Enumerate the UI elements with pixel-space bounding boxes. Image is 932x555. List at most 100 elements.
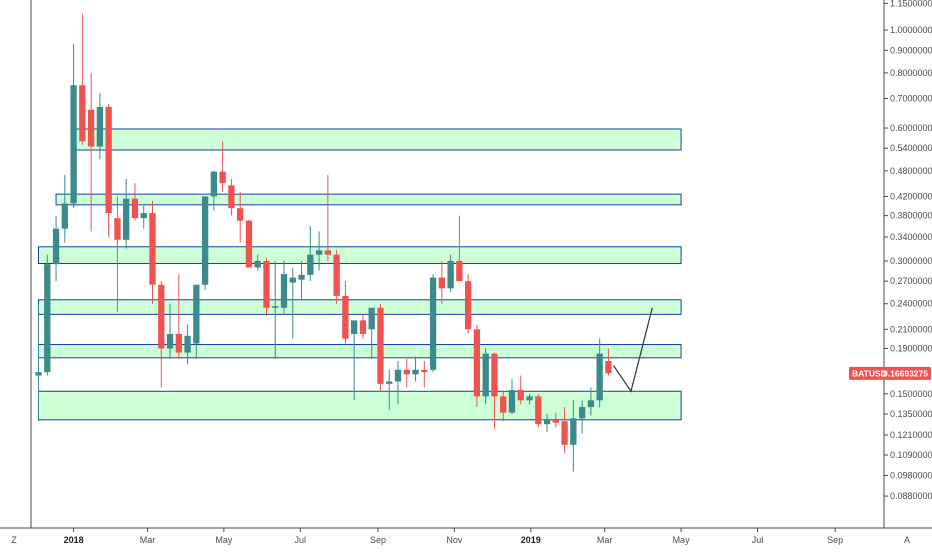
candle[interactable] (35, 303, 42, 422)
candle[interactable] (87, 72, 95, 232)
candle[interactable] (403, 358, 410, 388)
candle[interactable] (394, 361, 402, 405)
candle[interactable] (263, 257, 270, 317)
candle[interactable] (500, 391, 507, 422)
candle[interactable] (447, 254, 454, 293)
candle[interactable] (52, 215, 60, 282)
candle[interactable] (245, 219, 253, 268)
candle[interactable] (587, 387, 595, 416)
candle[interactable] (570, 400, 577, 472)
candle[interactable] (535, 393, 542, 428)
candle[interactable] (201, 196, 209, 290)
candle[interactable] (175, 274, 182, 359)
candle[interactable] (219, 141, 226, 192)
candle-body (158, 284, 165, 349)
candle[interactable] (456, 215, 463, 282)
candle[interactable] (491, 352, 498, 429)
candle[interactable] (351, 320, 358, 401)
candle-body (44, 264, 51, 373)
candle[interactable] (473, 324, 481, 408)
projection-layer (612, 307, 653, 393)
last-price-badge-bg (849, 366, 931, 380)
support-resistance-zone-1[interactable] (73, 128, 682, 151)
candle[interactable] (70, 44, 77, 209)
candle[interactable] (149, 201, 156, 304)
candle[interactable] (412, 356, 419, 382)
candle[interactable] (96, 93, 104, 160)
last-price-value: 0.16693275 (883, 369, 928, 379)
time-tick-label: Mar (597, 535, 613, 545)
candle-body (508, 390, 516, 413)
candle[interactable] (140, 205, 147, 229)
timezone-label[interactable]: Z (11, 535, 17, 545)
candle[interactable] (254, 254, 261, 271)
candle[interactable] (158, 281, 165, 388)
support-resistance-zone-6[interactable] (38, 390, 682, 421)
candle[interactable] (342, 281, 349, 344)
support-resistance-zone-5[interactable] (38, 344, 682, 359)
candle[interactable] (114, 196, 121, 312)
support-resistance-zone-3[interactable] (38, 246, 682, 265)
candle[interactable] (228, 178, 235, 216)
candle[interactable] (596, 338, 603, 408)
candle[interactable] (123, 178, 130, 249)
candle-body (52, 228, 60, 265)
candle[interactable] (543, 414, 551, 432)
candle[interactable] (210, 170, 218, 211)
auto-scale-toggle[interactable]: A (904, 535, 910, 545)
candle[interactable] (561, 407, 568, 454)
candle-body (228, 185, 235, 209)
candle[interactable] (508, 379, 516, 415)
candle[interactable] (377, 303, 384, 392)
candle[interactable] (552, 412, 559, 428)
candle[interactable] (324, 174, 332, 261)
candle[interactable] (315, 231, 323, 271)
candle[interactable] (105, 104, 112, 237)
candle[interactable] (333, 249, 340, 304)
candle[interactable] (578, 400, 586, 434)
candle[interactable] (79, 13, 86, 145)
candle[interactable] (184, 324, 191, 365)
candle[interactable] (517, 375, 524, 405)
candle[interactable] (464, 274, 472, 334)
candle[interactable] (193, 284, 200, 359)
candle[interactable] (237, 191, 244, 243)
candle[interactable] (272, 260, 279, 359)
candle[interactable] (298, 260, 305, 300)
candle[interactable] (429, 274, 437, 373)
support-resistance-zone-2[interactable] (55, 193, 682, 206)
candle[interactable] (131, 183, 139, 221)
candle-body (105, 106, 112, 214)
projection-path[interactable] (612, 307, 653, 393)
candle-body (175, 333, 182, 353)
candle[interactable] (166, 303, 174, 359)
support-resistance-zone-4[interactable] (38, 299, 682, 315)
candle[interactable] (526, 393, 533, 405)
candle-body (473, 329, 481, 397)
candle[interactable] (605, 348, 612, 376)
candle[interactable] (482, 348, 489, 405)
candle-body (149, 213, 156, 285)
candle[interactable] (44, 254, 51, 376)
candle[interactable] (368, 307, 375, 359)
candle-body (210, 171, 218, 197)
candle-body (377, 307, 384, 384)
candle[interactable] (61, 174, 68, 243)
candle[interactable] (289, 267, 296, 339)
candle-body (237, 208, 244, 221)
time-tick-label: Sep (827, 535, 843, 545)
candle[interactable] (307, 225, 314, 282)
candle[interactable] (359, 314, 367, 339)
candle[interactable] (280, 260, 288, 314)
candle[interactable] (386, 369, 393, 410)
candle[interactable] (421, 361, 428, 388)
candle[interactable] (438, 260, 445, 304)
